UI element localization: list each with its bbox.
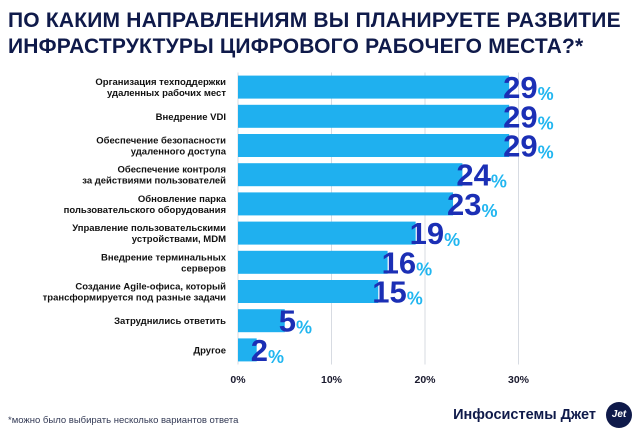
bar <box>238 221 416 245</box>
category-label: Обеспечение безопасности удаленного досту… <box>96 136 226 158</box>
bar <box>238 104 510 128</box>
category-label: Создание Agile-офиса, который трансформир… <box>43 282 227 304</box>
x-tick-label: 0% <box>230 374 246 386</box>
value-label: 29% <box>503 99 554 134</box>
bar <box>238 250 388 274</box>
x-tick-label: 10% <box>321 374 343 386</box>
x-tick-label: 20% <box>414 374 436 386</box>
value-label: 19% <box>410 216 461 251</box>
bar <box>238 75 510 99</box>
category-label: Управление пользовательскими устройствами… <box>72 223 226 245</box>
category-label: Организация техподдержки удаленных рабочи… <box>95 77 226 99</box>
bar-chart: Организация техподдержки удаленных рабочи… <box>43 70 554 386</box>
category-label: Внедрение терминальных серверов <box>101 252 227 274</box>
brand-name: Инфосистемы Джет <box>453 407 596 423</box>
category-label: Внедрение VDI <box>156 112 226 123</box>
bar <box>238 338 257 362</box>
bar <box>238 163 463 187</box>
bar <box>238 192 454 216</box>
footnote: *можно было выбирать несколько вариантов… <box>8 415 239 426</box>
bar <box>238 309 285 333</box>
value-label: 24% <box>456 158 507 193</box>
chart-title: ПО КАКИМ НАПРАВЛЕНИЯМ ВЫ ПЛАНИРУЕТЕ РАЗВ… <box>8 9 621 58</box>
value-label: 15% <box>372 275 423 310</box>
x-tick-label: 30% <box>508 374 530 386</box>
category-label: Затруднились ответить <box>114 316 226 327</box>
category-label: Другое <box>193 345 226 356</box>
value-label: 29% <box>503 70 554 105</box>
value-label: 5% <box>279 304 312 339</box>
value-label: 29% <box>503 129 554 164</box>
category-label: Обеспечение контроля за действиями пользо… <box>82 165 226 187</box>
bar <box>238 280 379 303</box>
value-label: 2% <box>251 333 284 368</box>
bar <box>238 134 510 157</box>
category-label: Обновление парка пользовательского оборуд… <box>64 194 227 216</box>
value-label: 23% <box>447 187 498 222</box>
jet-logo-icon: Jet <box>606 402 632 428</box>
value-label: 16% <box>382 245 433 280</box>
